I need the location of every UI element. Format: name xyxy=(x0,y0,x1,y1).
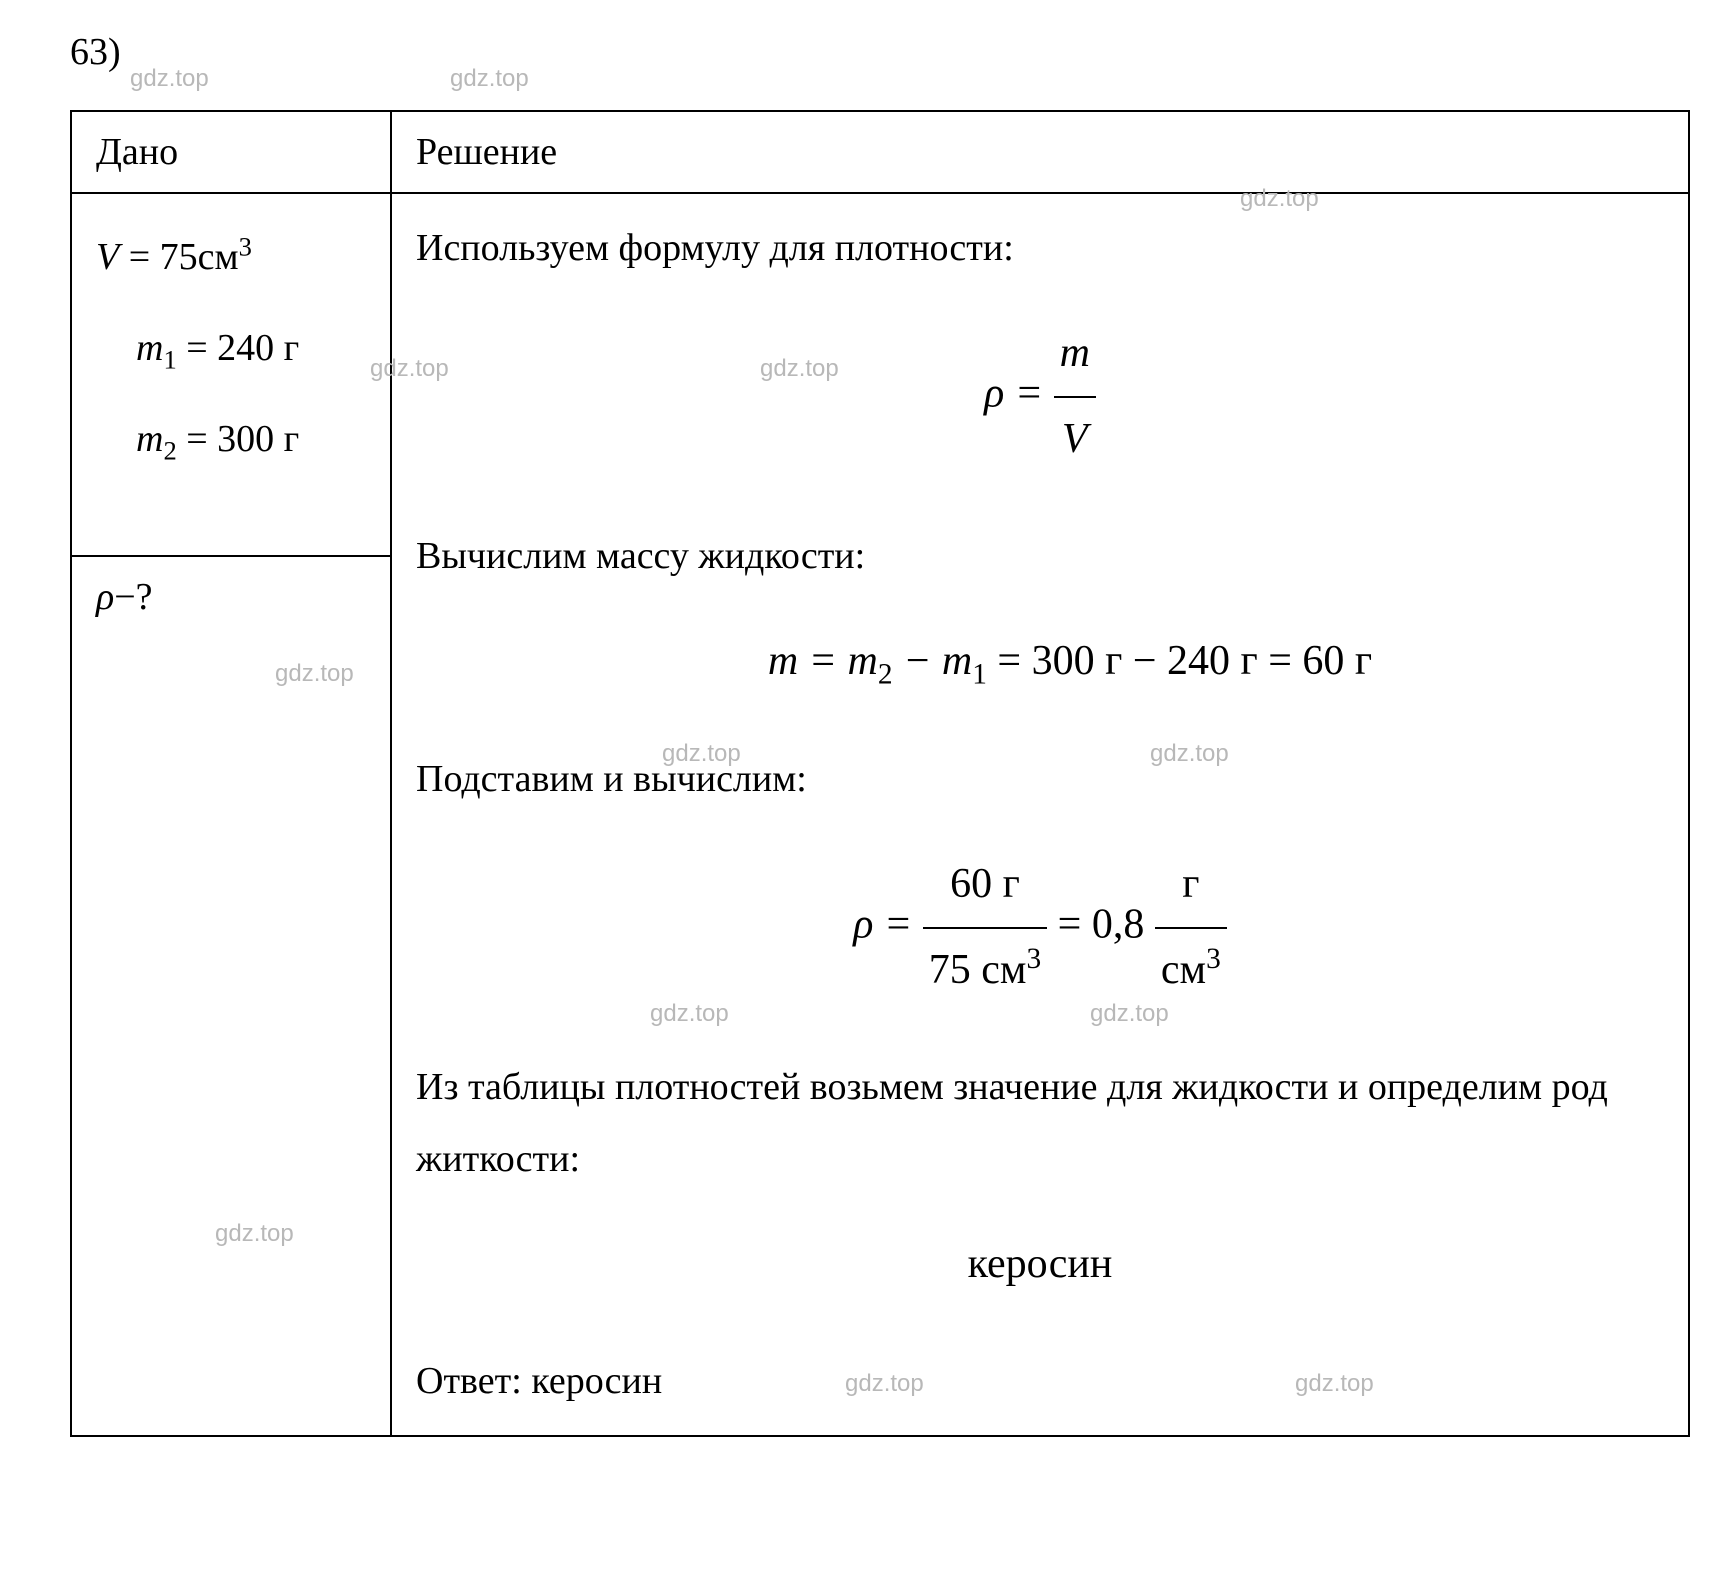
given-cell: V = 75см3 m1 = 240 г m2 = 300 г xyxy=(71,193,391,556)
solution-text-2: Вычислим массу жидкости: xyxy=(416,520,1664,592)
watermark: gdz.top xyxy=(130,65,209,93)
header-solution: Решение xyxy=(391,111,1689,193)
problem-number: 63) xyxy=(70,30,121,74)
given-line-3: m2 = 300 г xyxy=(96,394,366,485)
result-value: керосин xyxy=(416,1225,1664,1305)
find-cell: ρ−? xyxy=(71,556,391,1436)
solution-text-1: Используем формулу для плотности: xyxy=(416,212,1664,284)
solution-cell: Используем формулу для плотности: ρ = mV… xyxy=(391,193,1689,1436)
solution-text-3: Подставим и вычислим: xyxy=(416,743,1664,815)
formula-3: ρ = 60 г75 см3 = 0,8 гсм3 xyxy=(416,845,1664,1011)
formula-1: ρ = mV xyxy=(416,314,1664,480)
header-given: Дано xyxy=(71,111,391,193)
given-line-2: m1 = 240 г xyxy=(96,303,366,394)
data-row: V = 75см3 m1 = 240 г m2 = 300 г Использу… xyxy=(71,193,1689,556)
formula-2: m = m2 − m1 = 300 г − 240 г = 60 г xyxy=(416,622,1664,703)
page-container: 63) Дано Решение V = 75см3 m1 = 240 г xyxy=(20,20,1720,1573)
solution-text-4: Из таблицы плотностей возьмем значение д… xyxy=(416,1051,1664,1195)
header-row: Дано Решение xyxy=(71,111,1689,193)
watermark: gdz.top xyxy=(450,65,529,93)
given-line-1: V = 75см3 xyxy=(96,212,366,303)
answer-line: Ответ: керосин xyxy=(416,1345,1664,1417)
solution-table: Дано Решение V = 75см3 m1 = 240 г m2 = 3… xyxy=(70,110,1690,1437)
